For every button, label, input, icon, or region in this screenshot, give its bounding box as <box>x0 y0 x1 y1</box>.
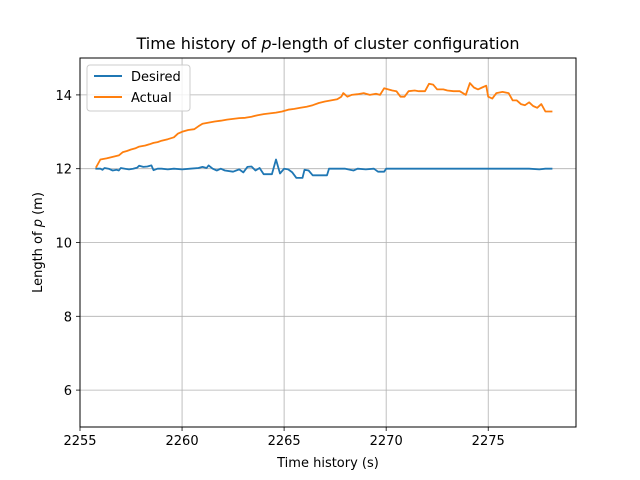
x-tick-label: 2260 <box>166 434 199 449</box>
chart-title: Time history of p-length of cluster conf… <box>135 34 519 53</box>
legend-label-actual: Actual <box>131 91 172 106</box>
x-tick-label: 2270 <box>370 434 403 449</box>
y-axis-label: Length of p (m) <box>31 192 46 293</box>
series-line-desired <box>95 158 553 179</box>
x-tick-label: 2255 <box>63 434 96 449</box>
axis-ticks: 2255 2260 2265 2270 2275 6 8 10 12 14 <box>55 89 504 449</box>
y-tick-label: 8 <box>64 310 72 325</box>
y-tick-label: 10 <box>55 237 72 252</box>
x-axis-label: Time history (s) <box>276 456 379 471</box>
y-tick-label: 14 <box>55 89 72 104</box>
y-tick-label: 12 <box>55 163 72 178</box>
y-tick-label: 6 <box>64 384 72 399</box>
series-line-actual <box>95 82 553 169</box>
legend-label-desired: Desired <box>131 70 181 85</box>
legend: Desired Actual <box>86 64 191 112</box>
x-tick-label: 2265 <box>268 434 301 449</box>
series-lines <box>95 82 553 179</box>
x-tick-label: 2275 <box>472 434 505 449</box>
